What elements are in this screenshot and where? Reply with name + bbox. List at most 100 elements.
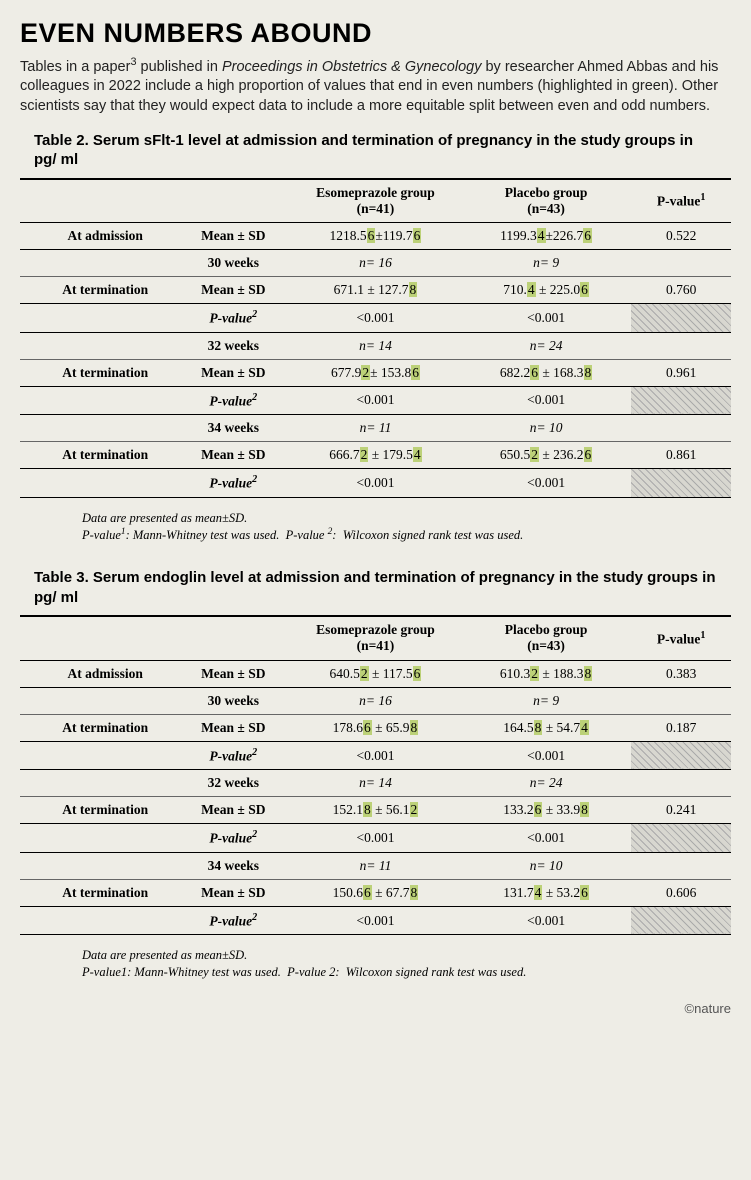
hatched-cell (631, 386, 731, 415)
stat-label: Mean ± SD (176, 359, 290, 386)
row-label: At termination (20, 442, 176, 469)
cell-value: n= 10 (461, 852, 632, 879)
col-header-eso: Esomeprazole group(n=41) (290, 616, 461, 659)
week-label: 32 weeks (176, 770, 290, 797)
cell-value: 0.383 (631, 660, 731, 687)
cell-value: 666.72 ± 179.54 (290, 442, 461, 469)
cell-value: n= 10 (461, 415, 632, 442)
row-label: At admission (20, 223, 176, 250)
cell-value: <0.001 (290, 741, 461, 770)
cell-value: 610.32 ± 188.38 (461, 660, 632, 687)
table-title-0: Table 2. Serum sFlt-1 level at admission… (34, 131, 717, 170)
cell-value: n= 24 (461, 770, 632, 797)
week-label: 30 weeks (176, 250, 290, 277)
table-footnote-0: Data are presented as mean±SD.P-value1: … (20, 506, 731, 559)
credit-text: ©nature (20, 995, 731, 1016)
cell-value: n= 11 (290, 852, 461, 879)
hatched-cell (631, 906, 731, 935)
cell-value: 0.187 (631, 714, 731, 741)
row-label: At termination (20, 277, 176, 304)
cell-value: 682.26 ± 168.38 (461, 359, 632, 386)
week-label: 34 weeks (176, 415, 290, 442)
cell-value: <0.001 (461, 824, 632, 853)
cell-value: <0.001 (461, 741, 632, 770)
cell-value: 1218.56±119.76 (290, 223, 461, 250)
week-label: 30 weeks (176, 687, 290, 714)
hatched-cell (631, 304, 731, 333)
hatched-cell (631, 741, 731, 770)
row-label: At termination (20, 359, 176, 386)
cell-value: 150.66 ± 67.78 (290, 879, 461, 906)
cell-value: <0.001 (290, 469, 461, 498)
week-label: 34 weeks (176, 852, 290, 879)
pvalue-label: P-value2 (176, 469, 290, 498)
cell-value (631, 250, 731, 277)
cell-value (631, 770, 731, 797)
cell-value: 1199.34±226.76 (461, 223, 632, 250)
cell-value: 133.26 ± 33.98 (461, 797, 632, 824)
cell-value: 164.58 ± 54.74 (461, 714, 632, 741)
stat-label: Mean ± SD (176, 442, 290, 469)
cell-value: n= 14 (290, 770, 461, 797)
cell-value: 0.861 (631, 442, 731, 469)
col-header-pvalue: P-value1 (631, 616, 731, 659)
cell-value: 0.606 (631, 879, 731, 906)
row-label: At admission (20, 660, 176, 687)
cell-value: n= 14 (290, 332, 461, 359)
stat-label: Mean ± SD (176, 714, 290, 741)
headline: EVEN NUMBERS ABOUND (20, 18, 731, 49)
hatched-cell (631, 824, 731, 853)
cell-value: n= 24 (461, 332, 632, 359)
hatched-cell (631, 469, 731, 498)
cell-value: <0.001 (461, 469, 632, 498)
pvalue-label: P-value2 (176, 386, 290, 415)
cell-value: n= 9 (461, 250, 632, 277)
row-label: At termination (20, 714, 176, 741)
cell-value (631, 415, 731, 442)
row-label: At termination (20, 797, 176, 824)
stat-label: Mean ± SD (176, 879, 290, 906)
stat-label: Mean ± SD (176, 277, 290, 304)
cell-value: 677.92± 153.86 (290, 359, 461, 386)
table-title-1: Table 3. Serum endoglin level at admissi… (34, 568, 717, 607)
col-header-plac: Placebo group(n=43) (461, 179, 632, 222)
cell-value (631, 332, 731, 359)
cell-value: 650.52 ± 236.26 (461, 442, 632, 469)
cell-value: 640.52 ± 117.56 (290, 660, 461, 687)
intro-paragraph: Tables in a paper3 published in Proceedi… (20, 55, 731, 117)
cell-value (631, 687, 731, 714)
cell-value: <0.001 (461, 386, 632, 415)
cell-value: 710.4 ± 225.06 (461, 277, 632, 304)
cell-value (631, 852, 731, 879)
cell-value: n= 9 (461, 687, 632, 714)
cell-value: <0.001 (290, 386, 461, 415)
col-header-plac: Placebo group(n=43) (461, 616, 632, 659)
cell-value: 152.18 ± 56.12 (290, 797, 461, 824)
col-header-eso: Esomeprazole group(n=41) (290, 179, 461, 222)
stat-label: Mean ± SD (176, 797, 290, 824)
stat-label: Mean ± SD (176, 223, 290, 250)
cell-value: 0.522 (631, 223, 731, 250)
cell-value: 131.74 ± 53.26 (461, 879, 632, 906)
cell-value: <0.001 (461, 304, 632, 333)
row-label: At termination (20, 879, 176, 906)
cell-value: <0.001 (290, 906, 461, 935)
cell-value: 0.961 (631, 359, 731, 386)
pvalue-label: P-value2 (176, 906, 290, 935)
pvalue-label: P-value2 (176, 741, 290, 770)
cell-value: 671.1 ± 127.78 (290, 277, 461, 304)
cell-value: <0.001 (461, 906, 632, 935)
pvalue-label: P-value2 (176, 824, 290, 853)
cell-value: 178.66 ± 65.98 (290, 714, 461, 741)
week-label: 32 weeks (176, 332, 290, 359)
cell-value: n= 16 (290, 250, 461, 277)
cell-value: n= 11 (290, 415, 461, 442)
cell-value: n= 16 (290, 687, 461, 714)
cell-value: <0.001 (290, 304, 461, 333)
cell-value: 0.760 (631, 277, 731, 304)
pvalue-label: P-value2 (176, 304, 290, 333)
data-table-1: Esomeprazole group(n=41)Placebo group(n=… (20, 615, 731, 935)
cell-value: <0.001 (290, 824, 461, 853)
data-table-0: Esomeprazole group(n=41)Placebo group(n=… (20, 178, 731, 498)
col-header-pvalue: P-value1 (631, 179, 731, 222)
